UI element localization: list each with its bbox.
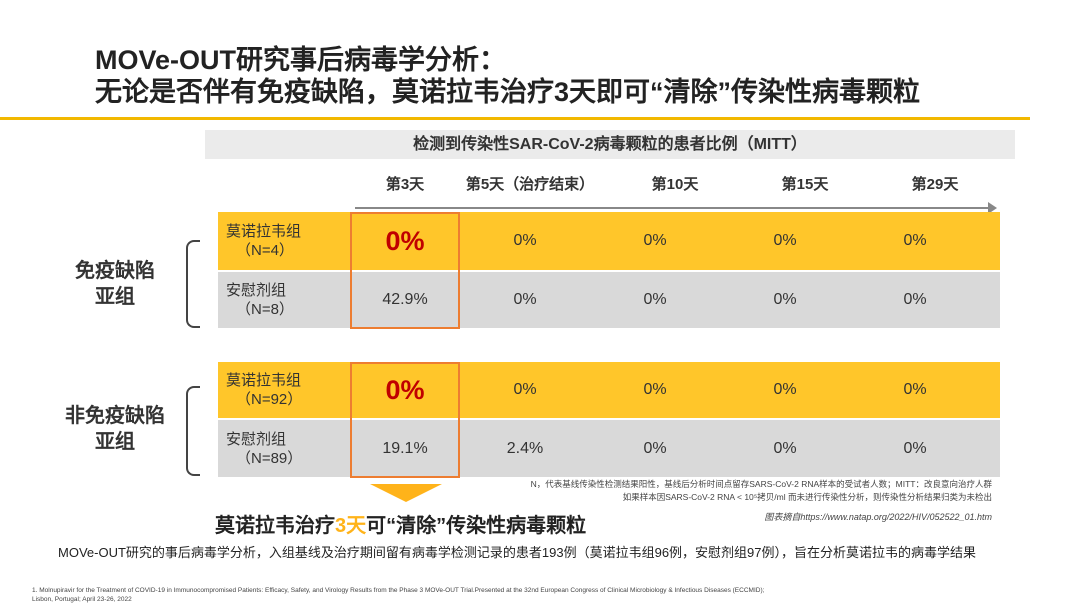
footnote: N，代表基线传染性检测结果阳性，基线后分析时间点留存SARS-CoV-2 RNA… <box>530 479 992 502</box>
title-line-1: MOVe-OUT研究事后病毒学分析： <box>95 45 507 75</box>
title-divider <box>0 117 1030 120</box>
table-cell: 0% <box>773 232 797 249</box>
table-cell: 0% <box>773 381 797 398</box>
table-row: 安慰剂组 （N=89） 19.1% 2.4% 0% 0% 0% <box>218 420 1000 477</box>
group-label: 非免疫缺陷 亚组 <box>65 405 165 453</box>
timeline-arrow <box>355 207 990 209</box>
table-cell: 2.4% <box>506 439 544 457</box>
column-header: 第29天 <box>911 176 959 193</box>
table-cell: 0% <box>513 232 537 249</box>
table-cell: 0% <box>903 439 927 457</box>
brace-icon <box>186 386 200 476</box>
group-label: 免疫缺陷 亚组 <box>75 260 155 308</box>
title-line-2: 无论是否伴有免疫缺陷，莫诺拉韦治疗3天即可“清除”传染性病毒颗粒 <box>95 77 921 107</box>
table-cell: 0% <box>643 439 667 457</box>
table-row: 安慰剂组 （N=8） 42.9% 0% 0% 0% 0% <box>218 272 1000 328</box>
down-triangle-icon <box>370 484 442 502</box>
study-description: MOVe-OUT研究的事后病毒学分析，入组基线及治疗期间留有病毒学检测记录的患者… <box>58 545 977 560</box>
table-cell: 0% <box>643 232 667 249</box>
table-cell: 0% <box>903 232 927 249</box>
table-header: 检测到传染性SAR-CoV-2病毒颗粒的患者比例（MITT） <box>205 130 1015 159</box>
row-label: 安慰剂组 （N=89） <box>226 430 303 467</box>
table-row: 莫诺拉韦组 （N=4） 0% 0% 0% 0% 0% <box>218 212 1000 270</box>
day3-highlight-box <box>350 212 460 329</box>
row-label: 安慰剂组 （N=8） <box>226 282 294 318</box>
column-header: 第5天（治疗结束） <box>465 176 595 193</box>
row-label: 莫诺拉韦组 （N=92） <box>226 372 303 408</box>
conclusion: 莫诺拉韦治疗3天可“清除”传染性病毒颗粒 <box>215 515 587 537</box>
table-cell: 0% <box>773 291 797 308</box>
reference: 1. Molnupiravir for the Treatment of COV… <box>32 587 765 603</box>
table-cell: 0% <box>513 291 537 308</box>
day3-highlight-box <box>350 362 460 478</box>
table-row: 莫诺拉韦组 （N=92） 0% 0% 0% 0% 0% <box>218 362 1000 418</box>
table-cell: 42.9% <box>382 291 428 308</box>
table-cell: 0% <box>643 381 667 398</box>
row-label: 莫诺拉韦组 （N=4） <box>226 223 302 259</box>
table-cell: 19.1% <box>382 439 428 457</box>
table-cell: 0% <box>903 291 927 308</box>
table-cell: 0% <box>773 439 797 457</box>
column-header: 第10天 <box>651 176 699 193</box>
slide-title: MOVe-OUT研究事后病毒学分析： 无论是否伴有免疫缺陷，莫诺拉韦治疗3天即可… <box>95 44 920 108</box>
table-cell: 0% <box>385 374 425 405</box>
column-header: 第15天 <box>781 176 829 193</box>
source-link: 图表摘自https://www.natap.org/2022/HIV/05252… <box>764 512 992 522</box>
table-cell: 0% <box>903 381 927 398</box>
table-cell: 0% <box>513 381 537 398</box>
table-cell: 0% <box>385 225 425 256</box>
brace-icon <box>186 240 200 328</box>
arrow-head-icon <box>988 202 997 214</box>
column-header: 第3天 <box>385 176 425 193</box>
table-cell: 0% <box>643 291 667 308</box>
